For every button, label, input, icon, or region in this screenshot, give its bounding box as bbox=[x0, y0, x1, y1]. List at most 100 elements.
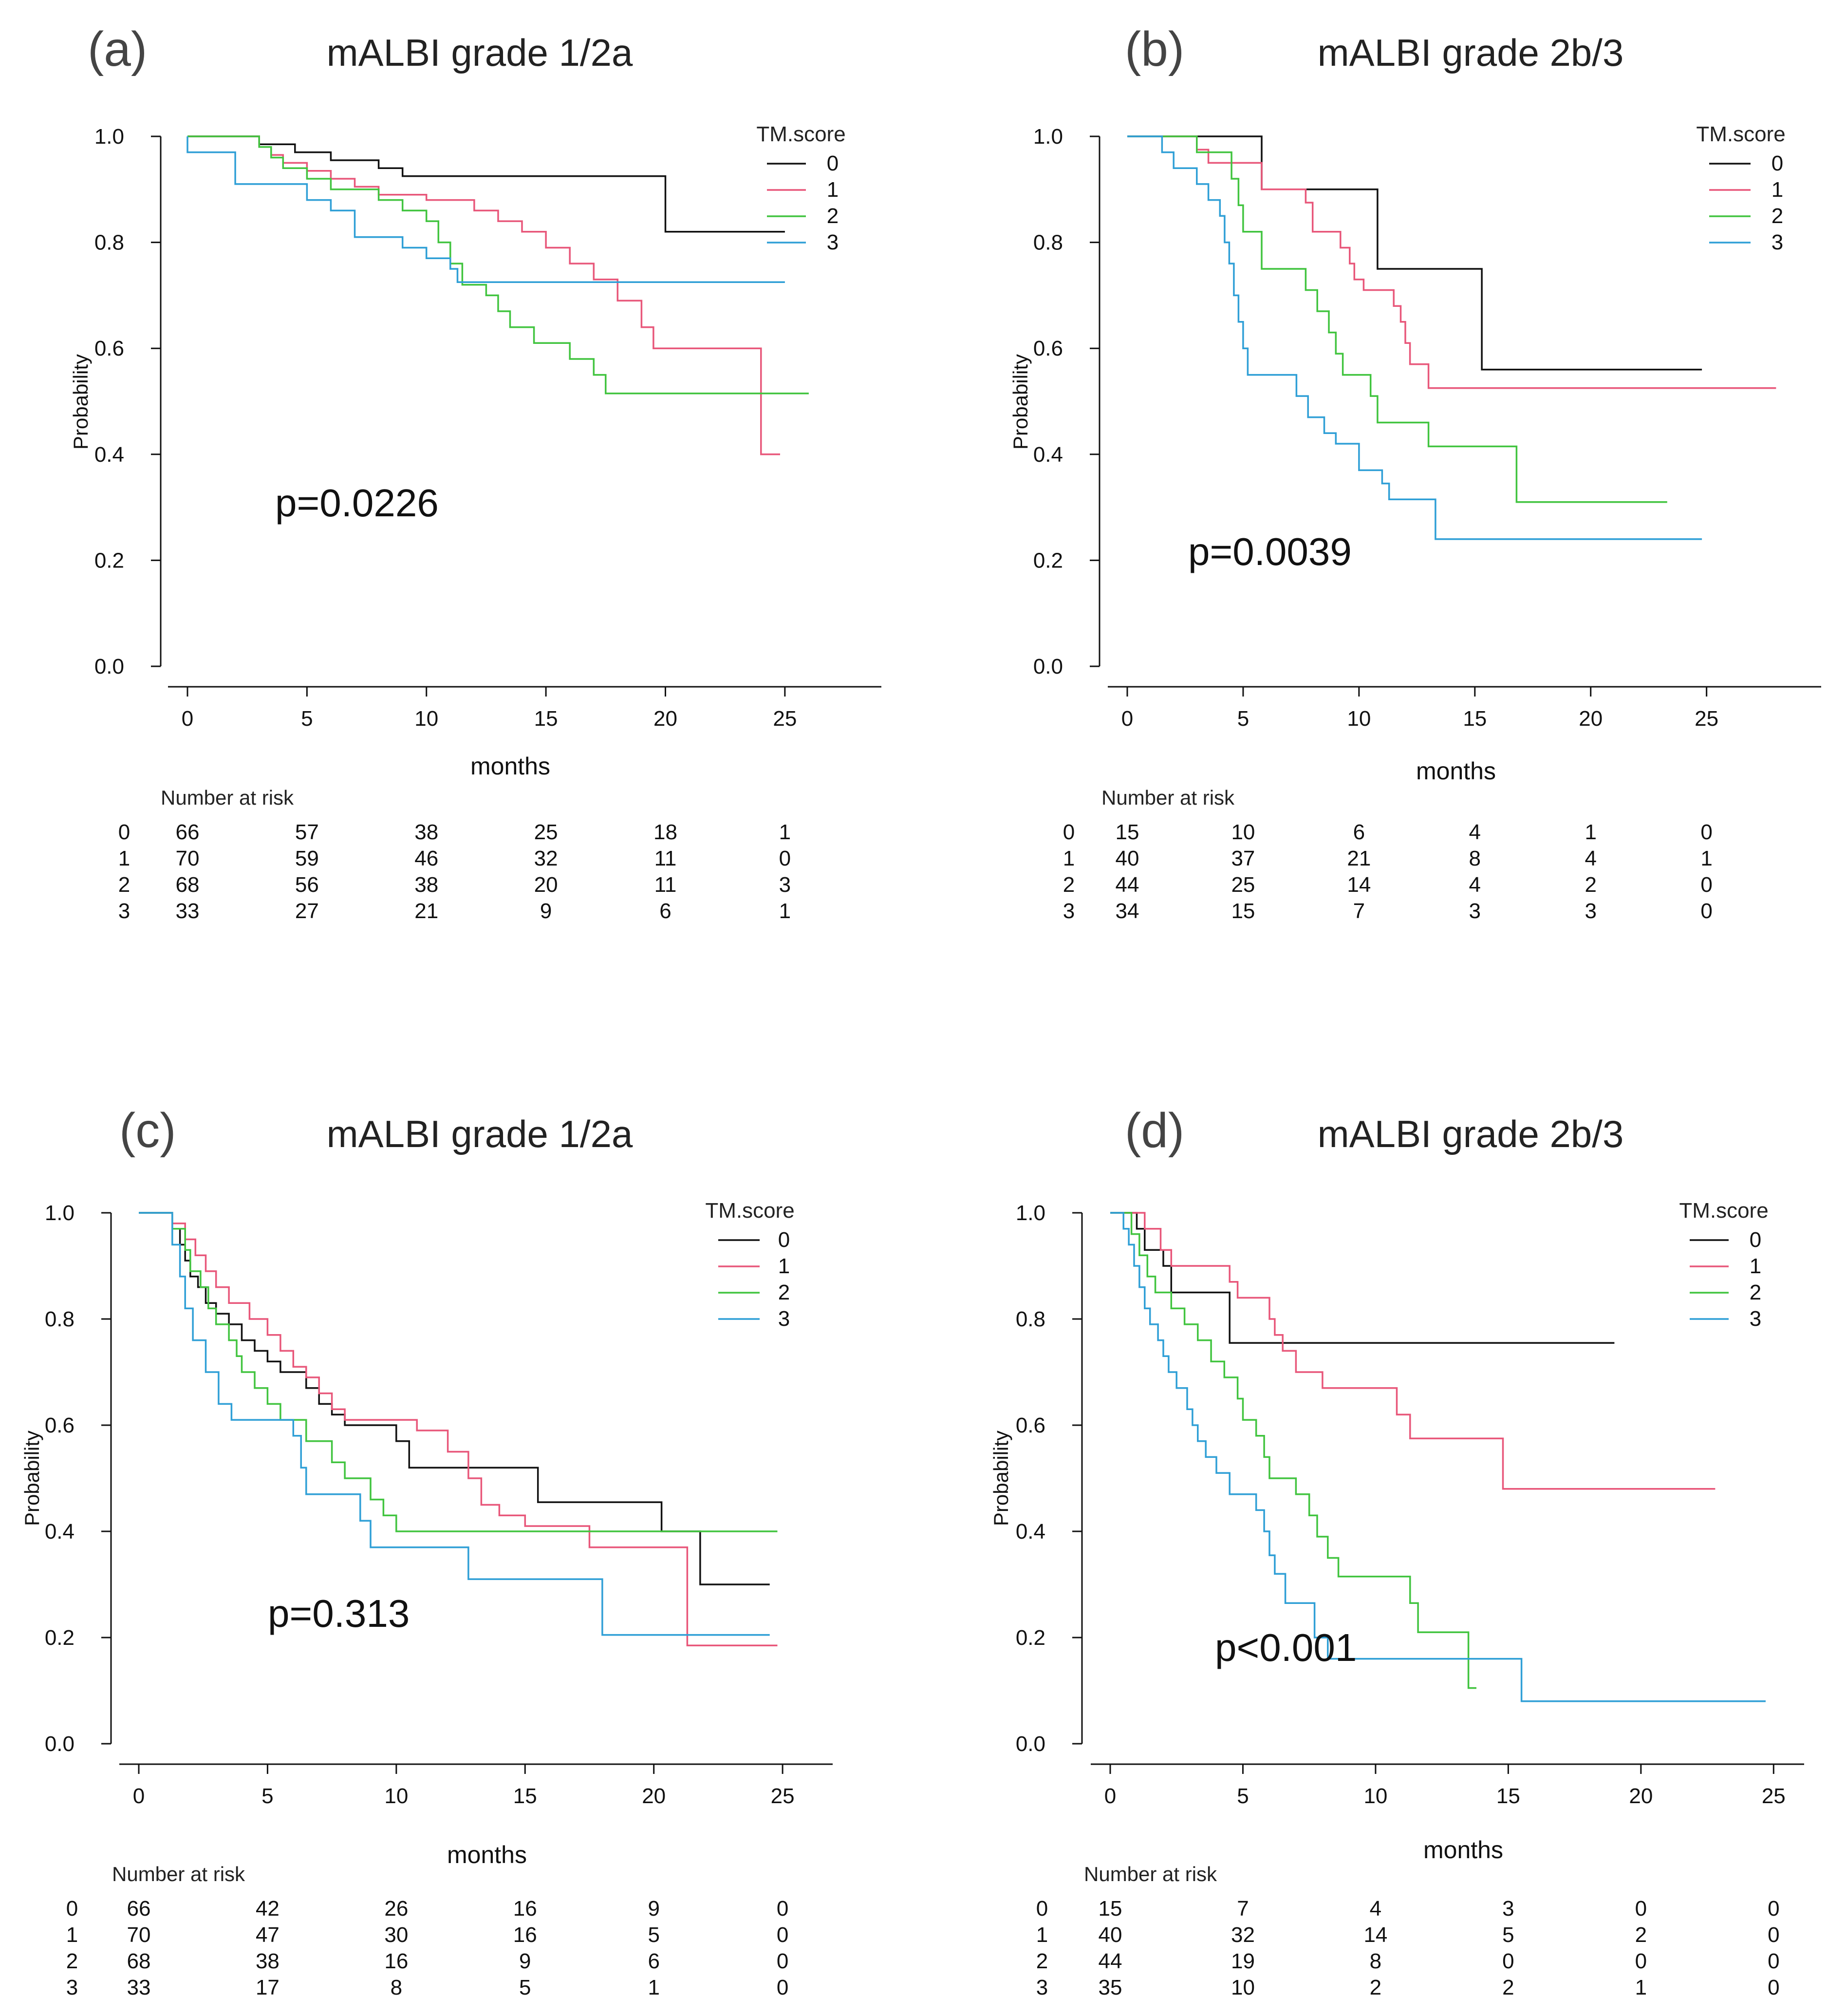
km-curve-tm-3 bbox=[186, 136, 785, 283]
risk-row-group: 0 bbox=[1063, 820, 1075, 844]
risk-cell: 57 bbox=[295, 820, 319, 844]
risk-row-group: 3 bbox=[1036, 1976, 1048, 1999]
x-axis-title: months bbox=[1423, 1836, 1503, 1864]
legend-label-tm-0: 0 bbox=[1771, 151, 1783, 175]
legend-label-tm-2: 2 bbox=[1750, 1281, 1761, 1304]
x-tick-label: 20 bbox=[642, 1784, 666, 1808]
risk-cell: 1 bbox=[779, 899, 791, 923]
legend-label-tm-3: 3 bbox=[778, 1307, 790, 1331]
x-tick-label: 25 bbox=[771, 1784, 795, 1808]
km-curve-tm-2 bbox=[1127, 135, 1667, 503]
risk-cell: 32 bbox=[534, 847, 558, 870]
km-curve-tm-1 bbox=[187, 135, 780, 455]
y-tick-label: 0.2 bbox=[45, 1626, 75, 1650]
km-panel-b: (b) mALBI grade 2b/3 0.0 0.2 0.4 0.6 0.8 1.0 0 5 1… bbox=[1009, 22, 1821, 923]
risk-cell: 6 bbox=[659, 899, 671, 923]
y-tick-label: 1.0 bbox=[1033, 125, 1063, 149]
risk-cell: 27 bbox=[295, 899, 319, 923]
risk-row-group: 3 bbox=[66, 1976, 78, 1999]
y-tick-label: 0.0 bbox=[94, 655, 124, 678]
y-tick-label: 0.0 bbox=[1033, 655, 1063, 678]
risk-table-title: Number at risk bbox=[112, 1863, 245, 1885]
x-axis-title: months bbox=[1416, 757, 1496, 785]
risk-cell: 17 bbox=[256, 1976, 280, 1999]
risk-row-group: 3 bbox=[1063, 899, 1075, 923]
p-value: p=0.313 bbox=[268, 1592, 410, 1635]
risk-cell: 0 bbox=[777, 1949, 788, 1973]
risk-cell: 0 bbox=[1768, 1897, 1779, 1921]
risk-cell: 0 bbox=[777, 1923, 788, 1947]
risk-cell: 38 bbox=[256, 1949, 280, 1973]
risk-cell: 9 bbox=[648, 1897, 659, 1921]
risk-cell: 3 bbox=[1469, 899, 1481, 923]
legend-label-tm-0: 0 bbox=[827, 151, 839, 175]
y-tick-label: 1.0 bbox=[45, 1201, 75, 1225]
risk-cell: 37 bbox=[1231, 847, 1255, 870]
y-tick-label: 0.2 bbox=[1033, 548, 1063, 572]
km-curve-tm-2 bbox=[139, 1212, 778, 1532]
risk-cell: 0 bbox=[1768, 1949, 1779, 1973]
risk-cell: 2 bbox=[1502, 1976, 1514, 1999]
y-tick-label: 0.6 bbox=[45, 1413, 75, 1437]
risk-cell: 16 bbox=[513, 1923, 537, 1947]
y-tick-label: 0.4 bbox=[94, 443, 124, 467]
risk-cell: 34 bbox=[1116, 899, 1139, 923]
risk-row-group: 3 bbox=[118, 899, 130, 923]
x-tick-label: 10 bbox=[1347, 707, 1371, 731]
x-tick-label: 20 bbox=[653, 707, 677, 731]
y-tick-label: 1.0 bbox=[94, 125, 124, 149]
risk-cell: 14 bbox=[1347, 873, 1371, 897]
risk-cell: 4 bbox=[1370, 1897, 1381, 1921]
risk-cell: 1 bbox=[648, 1976, 659, 1999]
risk-cell: 10 bbox=[1231, 1976, 1255, 1999]
x-tick-label: 0 bbox=[133, 1784, 145, 1808]
legend-label-tm-3: 3 bbox=[1750, 1307, 1761, 1331]
risk-cell: 18 bbox=[653, 820, 677, 844]
x-tick-label: 15 bbox=[1463, 707, 1487, 731]
risk-cell: 0 bbox=[1700, 873, 1712, 897]
risk-row-group: 1 bbox=[1063, 847, 1075, 870]
km-curve-tm-0 bbox=[187, 135, 785, 233]
x-tick-label: 10 bbox=[384, 1784, 408, 1808]
x-tick-label: 15 bbox=[534, 707, 558, 731]
x-tick-label: 0 bbox=[182, 707, 193, 731]
risk-cell: 9 bbox=[540, 899, 552, 923]
risk-cell: 66 bbox=[176, 820, 200, 844]
y-tick-label: 0.6 bbox=[94, 337, 124, 360]
risk-cell: 56 bbox=[295, 873, 319, 897]
risk-cell: 7 bbox=[1237, 1897, 1249, 1921]
y-axis-title: Probability bbox=[20, 1431, 43, 1526]
y-tick-label: 0.8 bbox=[45, 1307, 75, 1331]
risk-cell: 42 bbox=[256, 1897, 280, 1921]
x-tick-label: 15 bbox=[513, 1784, 537, 1808]
risk-cell: 0 bbox=[1768, 1976, 1779, 1999]
y-axis-title: Probability bbox=[989, 1431, 1012, 1526]
risk-cell: 0 bbox=[1768, 1923, 1779, 1947]
risk-cell: 5 bbox=[648, 1923, 659, 1947]
legend-label-tm-1: 1 bbox=[1750, 1254, 1761, 1278]
y-tick-label: 0.4 bbox=[1033, 443, 1063, 467]
km-curve-tm-0 bbox=[1127, 135, 1702, 371]
y-tick-label: 0.0 bbox=[45, 1732, 75, 1756]
km-curve-tm-3 bbox=[139, 1212, 770, 1636]
x-tick-label: 25 bbox=[1695, 707, 1718, 731]
km-curve-tm-1 bbox=[1110, 1212, 1715, 1490]
risk-cell: 0 bbox=[1635, 1897, 1647, 1921]
risk-row-group: 0 bbox=[118, 820, 130, 844]
risk-cell: 7 bbox=[1353, 899, 1365, 923]
risk-cell: 25 bbox=[534, 820, 558, 844]
risk-cell: 20 bbox=[534, 873, 558, 897]
risk-cell: 21 bbox=[414, 899, 438, 923]
km-panel-d: (d) mALBI grade 2b/30.00.20.40.60.81.00 5 1… bbox=[989, 1103, 1804, 1999]
risk-cell: 5 bbox=[1502, 1923, 1514, 1947]
panel-letter: (b) bbox=[1125, 22, 1184, 76]
legend-label-tm-2: 2 bbox=[1771, 204, 1783, 228]
x-tick-label: 5 bbox=[301, 707, 313, 731]
x-tick-label: 10 bbox=[414, 707, 438, 731]
risk-cell: 0 bbox=[777, 1897, 788, 1921]
risk-cell: 8 bbox=[391, 1976, 402, 1999]
risk-cell: 4 bbox=[1469, 820, 1481, 844]
legend-title: TM.score bbox=[1679, 1199, 1768, 1223]
km-curve-tm-0 bbox=[139, 1212, 770, 1585]
